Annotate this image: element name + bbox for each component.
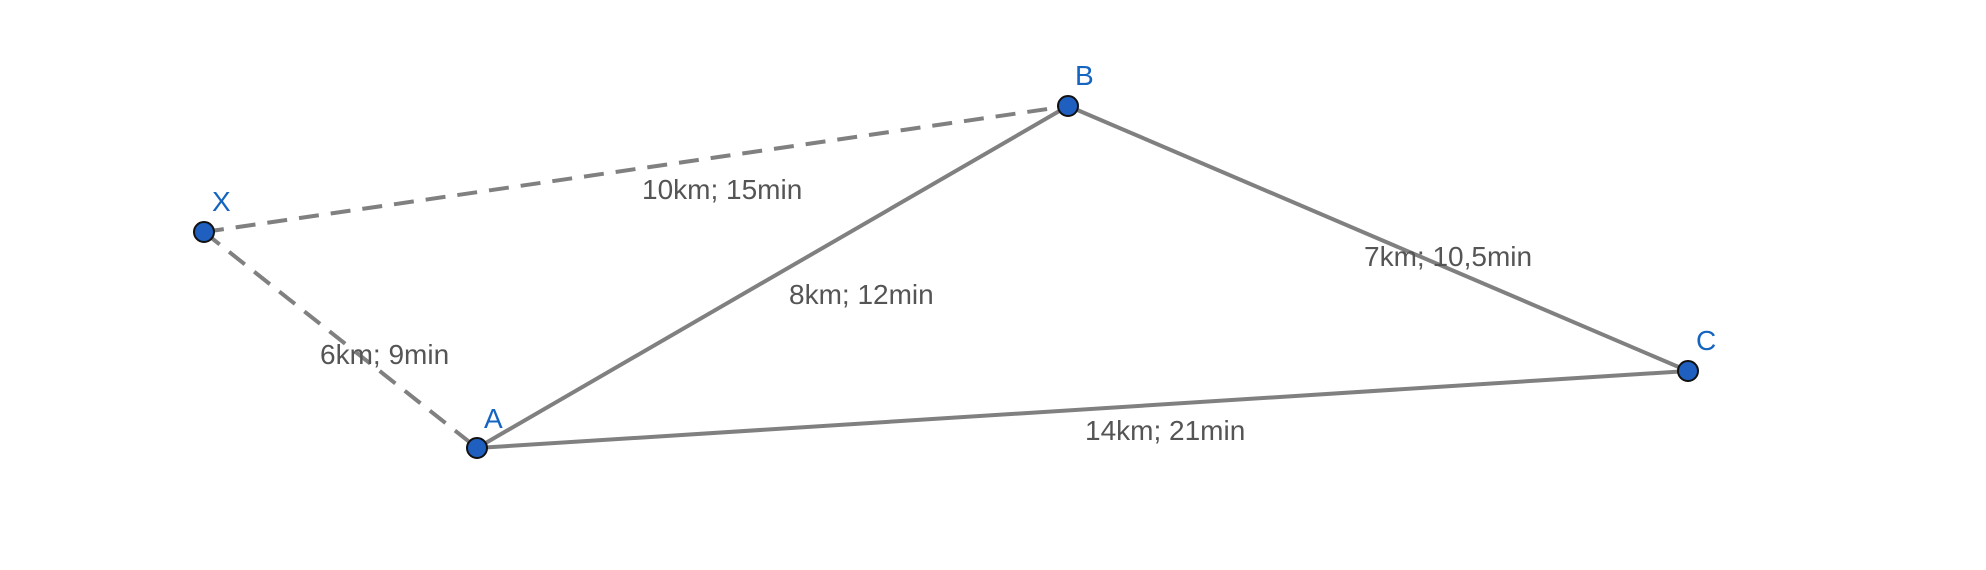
edge-x-b xyxy=(203,104,1069,234)
point-a[interactable] xyxy=(466,437,488,459)
edge-a-c xyxy=(475,369,1690,450)
point-x[interactable] xyxy=(193,221,215,243)
edge-a-b xyxy=(475,104,1070,450)
edge-x-a xyxy=(202,230,479,450)
edge-labels: 10km; 15min 6km; 9min 8km; 12min 7km; 10… xyxy=(320,174,1532,446)
point-label-a: A xyxy=(484,403,503,434)
point-label-x: X xyxy=(212,186,231,217)
point-label-c: C xyxy=(1696,325,1716,356)
edge-b-c xyxy=(1066,104,1690,373)
edges xyxy=(202,104,1690,450)
points xyxy=(193,95,1699,459)
point-label-b: B xyxy=(1075,60,1094,91)
edge-label-x-a: 6km; 9min xyxy=(320,339,449,370)
point-c[interactable] xyxy=(1677,360,1699,382)
edge-label-x-b: 10km; 15min xyxy=(642,174,802,205)
point-labels: X A B C xyxy=(212,60,1716,434)
point-b[interactable] xyxy=(1057,95,1079,117)
edge-label-b-c: 7km; 10,5min xyxy=(1364,241,1532,272)
edge-label-a-c: 14km; 21min xyxy=(1085,415,1245,446)
edge-label-a-b: 8km; 12min xyxy=(789,279,934,310)
